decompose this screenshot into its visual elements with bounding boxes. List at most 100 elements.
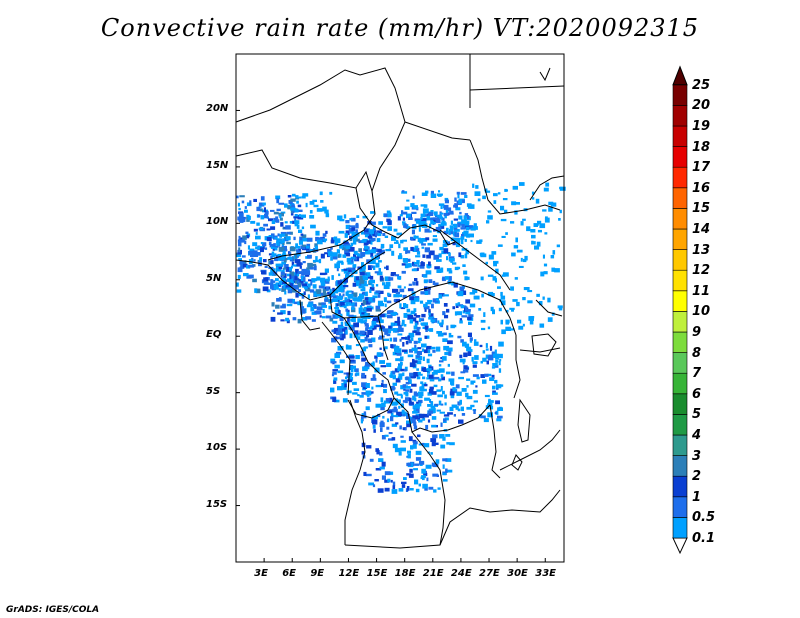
rain-cell	[325, 213, 330, 218]
rain-cell	[364, 234, 370, 238]
lake-outline	[511, 454, 523, 471]
rain-cell	[501, 235, 506, 238]
colorbar-swatch	[672, 352, 688, 374]
rain-cell	[369, 286, 375, 291]
rain-cell	[401, 210, 404, 215]
rain-cell	[442, 464, 445, 469]
rain-cell	[302, 261, 306, 264]
rain-cell	[459, 211, 462, 215]
rain-cell	[331, 237, 335, 241]
rain-cell	[423, 214, 428, 217]
rain-cell	[430, 319, 436, 323]
rain-cell	[311, 278, 318, 282]
rain-cell	[287, 195, 292, 198]
chart-title: Convective rain rate (mm/hr) VT:20200923…	[100, 14, 700, 42]
rain-cell	[399, 425, 402, 430]
lat-tick-label: EQ	[206, 329, 222, 341]
rain-cell	[239, 195, 245, 198]
rain-cell	[337, 336, 341, 340]
rain-cell	[285, 225, 291, 230]
border-line	[499, 429, 561, 471]
colorbar-swatch	[672, 372, 688, 395]
rain-cell	[252, 278, 257, 283]
rain-cell	[413, 297, 420, 302]
colorbar-low-arrow	[672, 537, 688, 555]
rain-cell	[376, 238, 381, 243]
rain-cell	[457, 335, 462, 339]
rain-cell	[380, 229, 383, 232]
rain-cell	[417, 347, 422, 350]
rain-cell	[330, 358, 336, 363]
rain-cell	[440, 403, 444, 406]
rain-cell	[458, 215, 463, 220]
rain-cell	[433, 369, 438, 375]
rain-cell	[497, 192, 501, 195]
rain-cell	[280, 217, 283, 221]
rain-cell	[329, 191, 333, 195]
rain-cell	[380, 365, 386, 368]
rain-cell	[270, 246, 275, 249]
rain-cell	[303, 291, 306, 296]
rain-cell	[355, 355, 360, 360]
rain-cell	[544, 217, 550, 223]
rain-cell	[537, 229, 542, 233]
lon-tick-label: 21E	[422, 568, 444, 579]
rain-cell	[453, 218, 458, 221]
rain-cell	[416, 355, 420, 358]
rain-cell	[477, 198, 481, 202]
rain-cell	[482, 195, 486, 200]
rain-cell	[402, 258, 408, 263]
rain-cell	[466, 395, 473, 400]
rain-cell	[316, 208, 323, 212]
rain-cell	[334, 263, 340, 269]
rain-cell	[350, 256, 356, 259]
rain-cell	[268, 218, 274, 222]
rain-cell	[402, 221, 406, 224]
rain-cell	[418, 222, 423, 227]
rain-cell	[287, 278, 293, 282]
rain-cell	[461, 315, 468, 318]
rain-cell	[284, 203, 288, 208]
rain-cell	[292, 264, 297, 267]
rain-cell	[495, 268, 499, 274]
rain-cell	[284, 259, 287, 263]
rain-cell	[428, 230, 432, 233]
rain-cell	[465, 249, 469, 255]
rain-cell	[361, 262, 364, 266]
rain-cell	[429, 386, 434, 390]
rain-cell	[487, 215, 493, 220]
rain-cell	[414, 322, 418, 327]
rain-cell	[474, 355, 479, 360]
rain-cell	[459, 320, 463, 324]
rain-cell	[529, 320, 534, 325]
rain-cell	[376, 230, 382, 234]
rain-cell	[435, 218, 441, 224]
rain-cell	[455, 242, 460, 248]
border-line	[343, 317, 395, 419]
rain-cell	[379, 422, 385, 428]
rain-cell	[349, 235, 352, 239]
rain-cell	[363, 411, 367, 415]
colorbar-swatch	[672, 455, 688, 477]
rain-cell	[280, 305, 286, 309]
rain-cell	[386, 265, 389, 271]
rain-cell	[398, 364, 402, 370]
rain-cell	[363, 306, 369, 310]
rain-cell	[365, 251, 371, 255]
rain-cell	[345, 291, 349, 296]
rain-cell	[423, 305, 430, 310]
rain-cell	[365, 473, 372, 477]
rain-cell	[285, 233, 288, 238]
rain-cell	[440, 444, 446, 449]
rain-cell	[413, 391, 417, 396]
rain-cell	[400, 368, 407, 372]
rain-cell	[422, 356, 425, 361]
rain-cell	[328, 305, 332, 310]
rain-cell	[438, 223, 441, 229]
colorbar-swatch	[672, 166, 688, 189]
rain-cell	[418, 443, 423, 446]
rain-cell	[339, 326, 345, 329]
rain-cell	[419, 386, 425, 392]
rain-cell	[415, 220, 421, 224]
rain-cell	[484, 188, 488, 192]
